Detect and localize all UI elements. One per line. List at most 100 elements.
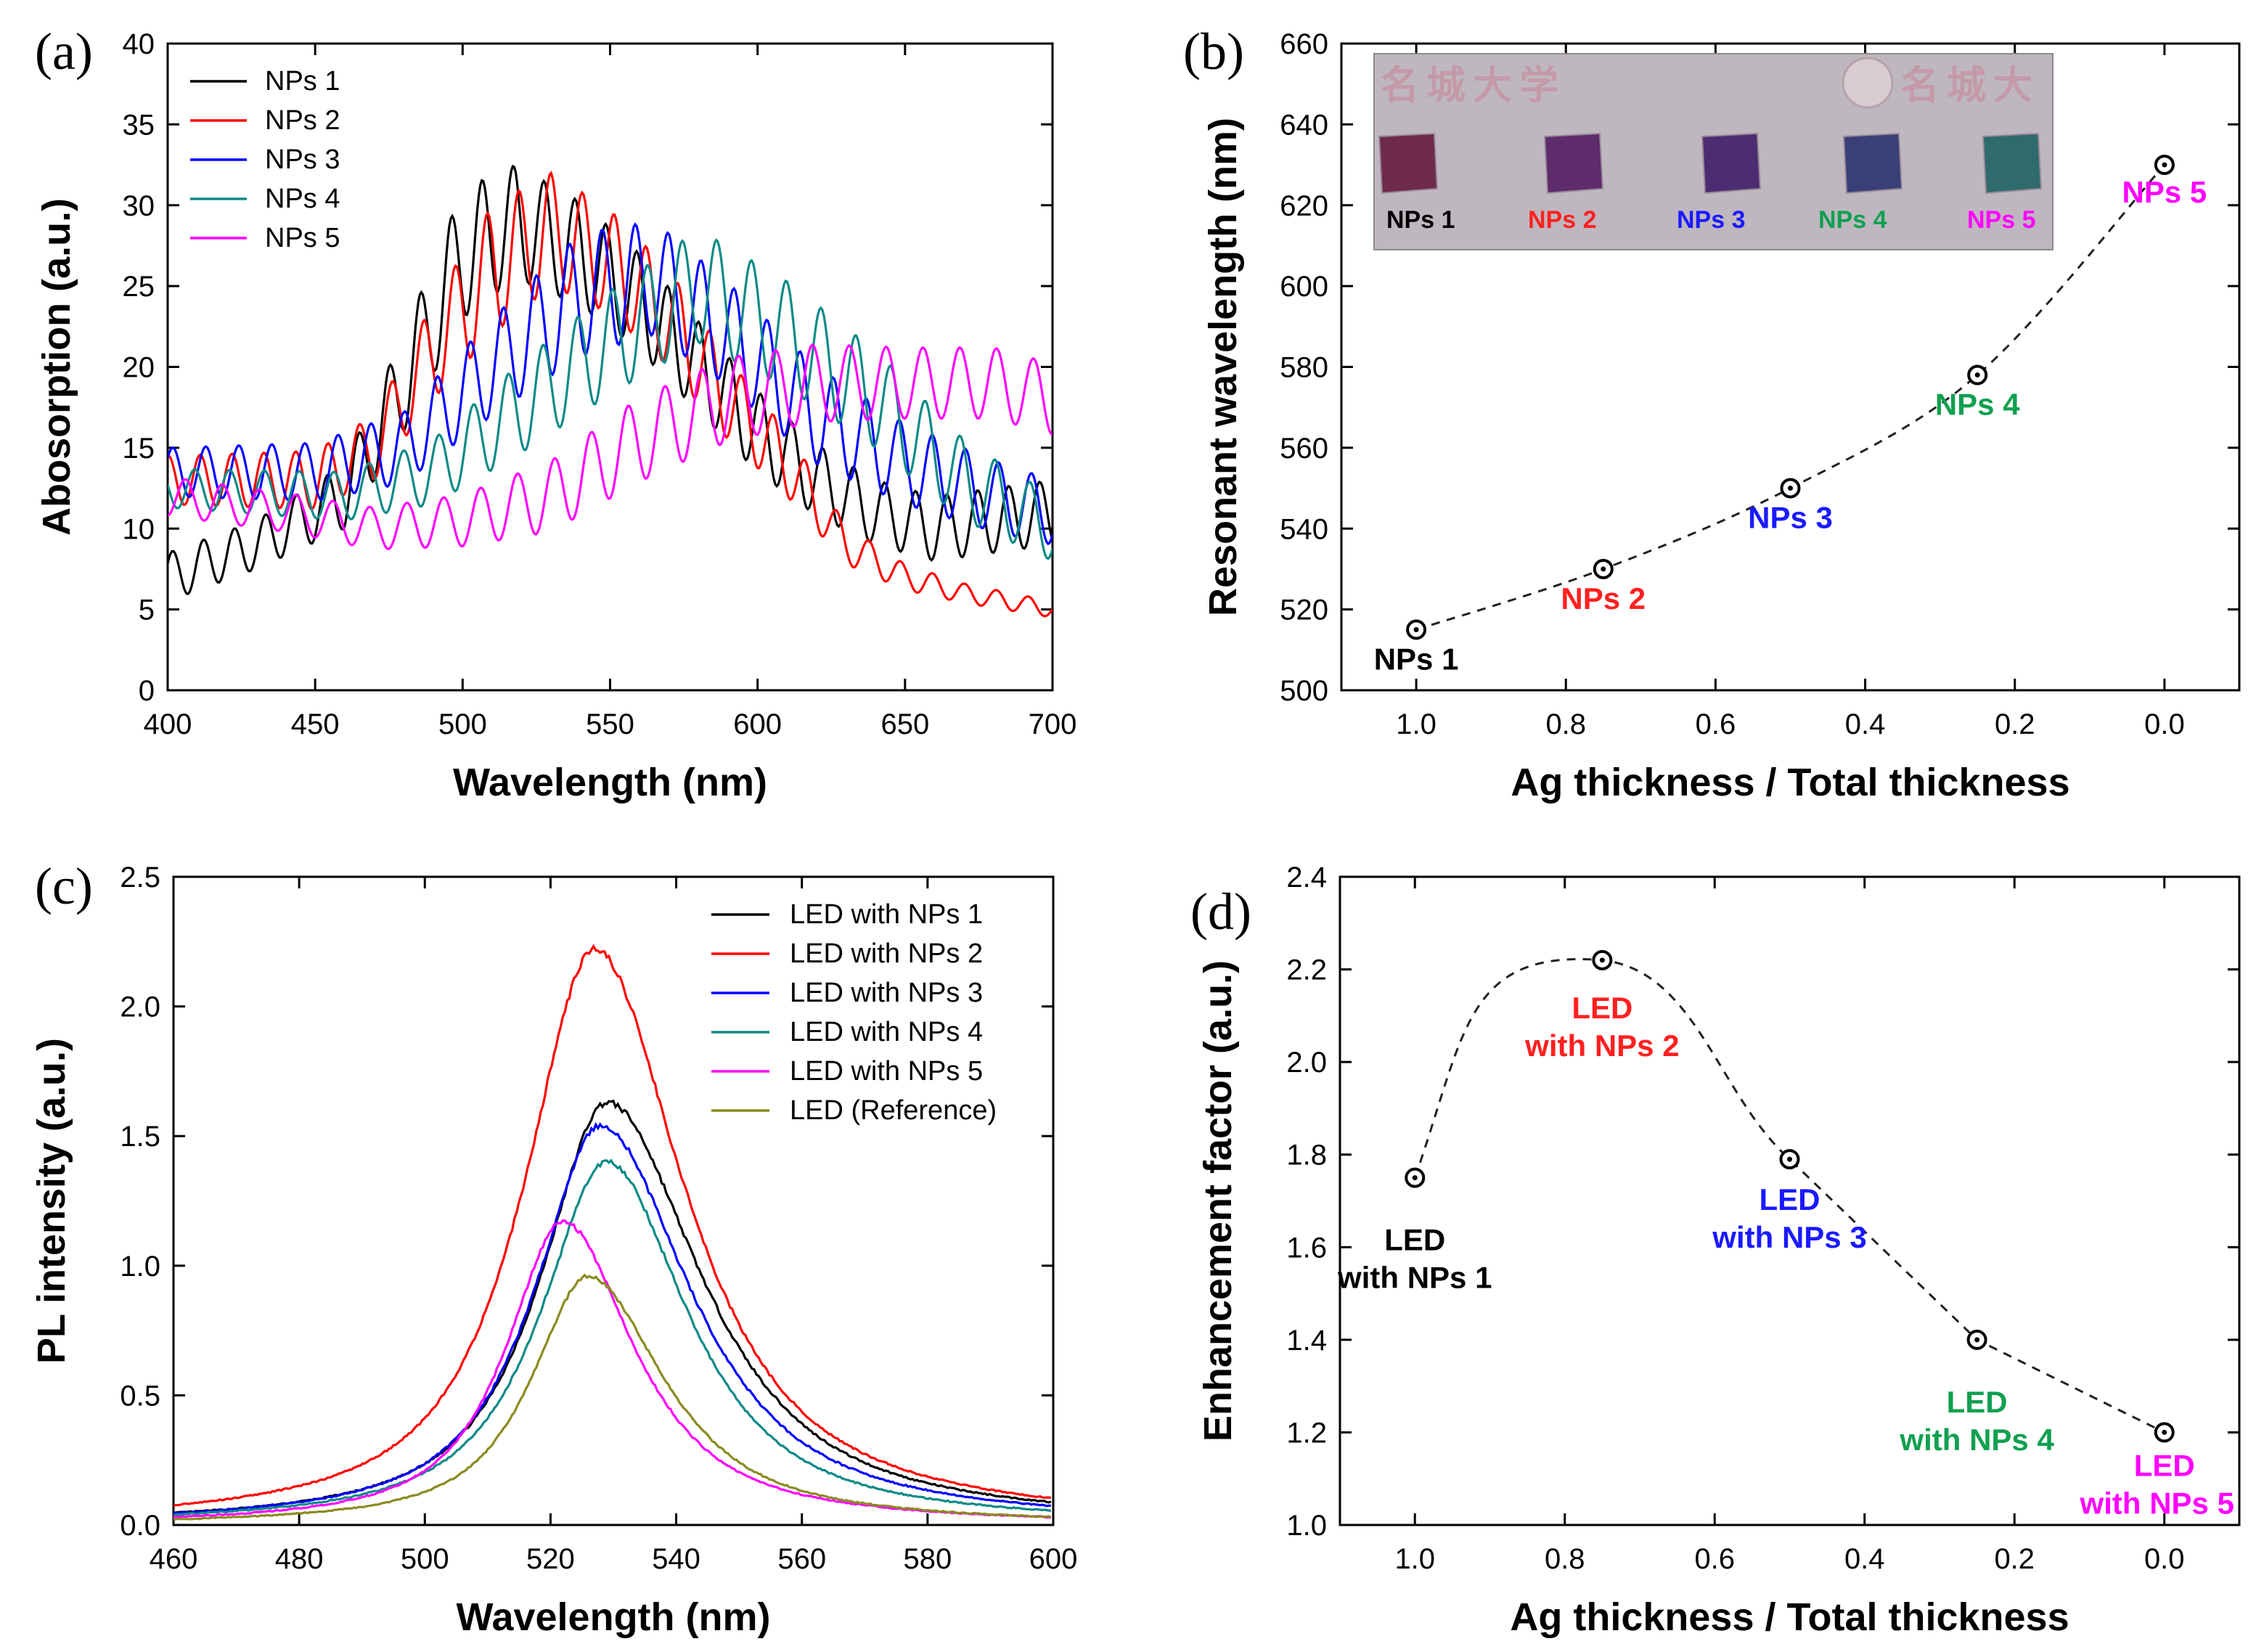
y-tick-label: 2.2 xyxy=(1286,954,1327,986)
panel-d-enhancement-factor-chart: 1.0 0.8 0.6 0.4 0.2 0.0 1.0 1.2 1.4 1.6 1.8 2.0 2.2 2… xyxy=(1190,862,2241,1639)
x-tick-label: 650 xyxy=(880,708,929,740)
x-tick-label: 0.8 xyxy=(1545,1543,1585,1575)
x-tick-label: 700 xyxy=(1029,708,1077,740)
y-tick-label: 580 xyxy=(1280,352,1328,384)
data-point-center xyxy=(1787,1156,1792,1162)
series-line-nps-5 xyxy=(168,343,1053,550)
y-tick-label: 30 xyxy=(123,190,155,222)
panel-a-absorption-chart: 400 450 500 550 600 650 700 0 5 10 15 20 25 30 35 40 Wav… xyxy=(35,23,1076,804)
legend-entry: NPs 5 xyxy=(265,223,340,253)
y-tick-label: 500 xyxy=(1280,675,1328,707)
panel-label: (c) xyxy=(35,857,93,915)
x-axis-title: Ag thickness / Total thickness xyxy=(1510,1595,2069,1639)
legend-entry: LED with NPs 4 xyxy=(790,1017,983,1047)
y-tick-label: 10 xyxy=(123,513,155,545)
x-tick-label: 1.0 xyxy=(1394,1543,1435,1575)
y-tick-label: 600 xyxy=(1280,271,1328,303)
inset-stamp-text: 名城大学 xyxy=(1380,64,1566,107)
data-point-label: NPs 5 xyxy=(2122,175,2207,209)
y-tick-label: 520 xyxy=(1280,594,1328,626)
series-line-nps-4 xyxy=(168,238,1053,560)
legend-entry: LED with NPs 1 xyxy=(790,899,983,930)
y-tick-label: 1.2 xyxy=(1286,1417,1327,1449)
x-tick-label: 0.2 xyxy=(1995,708,2035,740)
y-tick-label: 1.4 xyxy=(1286,1325,1327,1357)
data-point-center xyxy=(1413,626,1419,632)
panel-b-resonant-wavelength-chart: 1.0 0.8 0.6 0.4 0.2 0.0 500 520 540 560 580 600 620 6… xyxy=(1183,23,2241,804)
data-point-label-line2: with NPs 4 xyxy=(1899,1423,2054,1457)
x-tick-label: 550 xyxy=(586,708,634,740)
x-axis-title: Wavelength (nm) xyxy=(456,1595,770,1639)
x-tick-label: 0.4 xyxy=(1845,708,1886,740)
data-point-label-line1: LED xyxy=(1572,991,1632,1025)
data-point-label-line1: LED xyxy=(1384,1223,1445,1257)
data-point-label-line2: with NPs 1 xyxy=(1337,1261,1492,1295)
x-tick-label: 540 xyxy=(652,1543,700,1575)
x-tick-label: 480 xyxy=(275,1543,324,1575)
x-tick-label: 460 xyxy=(150,1543,198,1575)
y-tick-label: 560 xyxy=(1280,433,1328,465)
y-tick-label: 1.8 xyxy=(1286,1140,1327,1171)
panel-label: (b) xyxy=(1183,23,1244,81)
y-tick-label: 2.0 xyxy=(120,991,160,1023)
x-tick-label: 0.2 xyxy=(1994,1543,2035,1575)
legend-entry: LED (Reference) xyxy=(790,1095,997,1126)
y-tick-label: 1.5 xyxy=(120,1121,160,1153)
x-axis-title: Wavelength (nm) xyxy=(453,761,767,804)
x-tick-label: 400 xyxy=(144,708,192,740)
panel-label: (a) xyxy=(35,23,93,81)
series-line-led-with-nps-5 xyxy=(173,1219,1052,1519)
y-tick-label: 1.0 xyxy=(1286,1510,1327,1542)
y-tick-label: 2.5 xyxy=(120,862,160,894)
legend-entry: LED with NPs 3 xyxy=(790,978,983,1008)
series-line-led-reference- xyxy=(173,1273,1052,1521)
y-tick-label: 1.6 xyxy=(1286,1232,1327,1264)
data-point-center xyxy=(1788,486,1793,491)
y-tick-label: 540 xyxy=(1280,513,1328,545)
y-axis-title: PL intensity (a.u.) xyxy=(30,1038,73,1364)
inset-sample-square xyxy=(1982,132,2043,195)
x-tick-label: 0.8 xyxy=(1545,708,1586,740)
panel-label: (d) xyxy=(1190,883,1251,941)
x-tick-label: 450 xyxy=(291,708,340,740)
y-tick-label: 620 xyxy=(1280,190,1328,222)
inset-sample-square xyxy=(1842,132,1903,195)
data-point-label-line1: LED xyxy=(1947,1385,2008,1419)
data-point-label-line2: with NPs 3 xyxy=(1712,1220,1866,1254)
x-tick-label: 500 xyxy=(401,1543,449,1575)
data-point-label-line2: with NPs 5 xyxy=(2080,1486,2234,1520)
panel-c-pl-intensity-chart: 460 480 500 520 540 560 580 600 0.0 0.5 1.0 1.5 2.0 2… xyxy=(30,857,1077,1639)
legend-entry: NPs 3 xyxy=(265,144,340,175)
data-point-label-line2: with NPs 2 xyxy=(1524,1029,1679,1063)
inset-photo-border xyxy=(1373,53,2053,250)
y-tick-label: 25 xyxy=(123,271,155,303)
legend-entry: NPs 4 xyxy=(265,184,340,214)
y-tick-label: 40 xyxy=(123,28,155,60)
data-point-label-line1: LED xyxy=(2134,1448,2195,1482)
data-point-label: NPs 4 xyxy=(1935,388,2020,422)
legend-entry: NPs 2 xyxy=(265,105,340,136)
inset-sample-label: NPs 5 xyxy=(1967,206,2036,234)
data-point-center xyxy=(1412,1175,1418,1181)
y-tick-label: 0 xyxy=(139,675,155,707)
inset-sample-label: NPs 1 xyxy=(1386,206,1455,234)
x-tick-label: 600 xyxy=(1029,1543,1078,1575)
y-tick-label: 20 xyxy=(123,352,155,384)
data-point-center xyxy=(2162,1429,2167,1435)
y-tick-label: 660 xyxy=(1280,28,1328,60)
x-tick-label: 1.0 xyxy=(1396,708,1436,740)
x-tick-label: 580 xyxy=(903,1543,952,1575)
plot-frame xyxy=(172,875,1055,1526)
plot-frame xyxy=(1339,875,2241,1526)
y-axis-title: Enhancement factor (a.u.) xyxy=(1196,960,1240,1442)
x-tick-label: 520 xyxy=(526,1543,575,1575)
y-tick-label: 640 xyxy=(1280,109,1328,141)
series-line-led-with-nps-3 xyxy=(173,1121,1052,1515)
inset-seal-logo xyxy=(1842,57,1894,109)
data-point-center xyxy=(1974,372,1980,378)
y-axis-title: Resonant wavelength (nm) xyxy=(1201,118,1245,616)
y-tick-label: 15 xyxy=(123,433,155,465)
inset-sample-label: NPs 3 xyxy=(1677,206,1746,234)
data-point-label: NPs 2 xyxy=(1561,581,1646,616)
x-tick-label: 0.6 xyxy=(1696,708,1736,740)
